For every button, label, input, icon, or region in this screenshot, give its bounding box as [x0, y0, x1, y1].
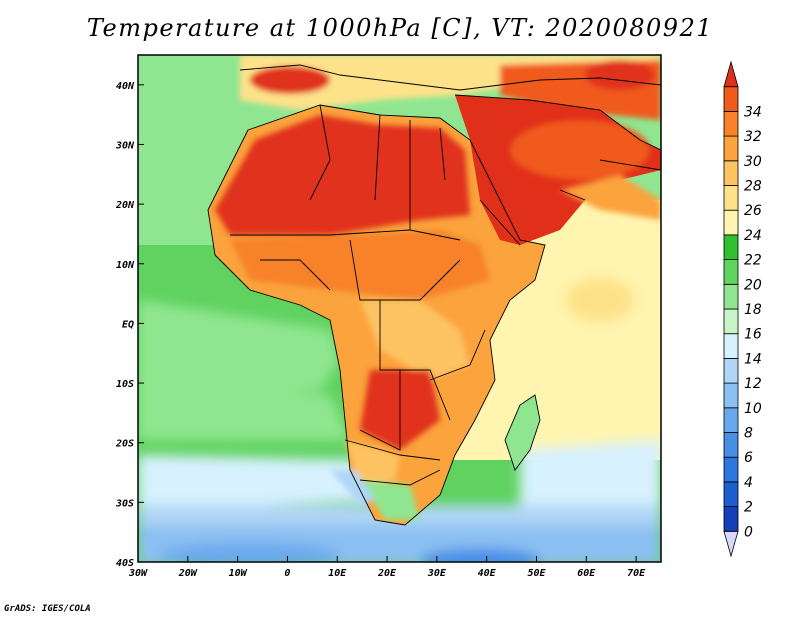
lon-tick-label: 30E [427, 568, 447, 579]
colorbar-segment [723, 209, 739, 236]
colorbar-segment [723, 160, 739, 186]
colorbar-label: 16 [744, 327, 762, 343]
colorbar-label: 26 [744, 203, 762, 219]
grads-credit: GrADS: IGES/COLA [4, 604, 91, 614]
colorbar-segment [723, 135, 739, 162]
lat-tick-label: 40S [116, 558, 134, 569]
colorbar-label: 8 [744, 426, 753, 442]
lon-tick-label: 70E [627, 568, 646, 579]
lon-tick-label: 50E [527, 568, 546, 579]
lon-tick-label: 30W [128, 568, 148, 579]
lat-tick-label: 20N [115, 200, 135, 211]
colorbar-segment [723, 432, 739, 458]
temperature-field [138, 55, 661, 562]
lat-tick-label: 40N [116, 81, 135, 92]
map-title: Temperature at 1000hPa [C], VT: 20200809… [86, 14, 714, 42]
colorbar-segment [723, 185, 739, 211]
colorbar-label: 34 [744, 104, 762, 120]
lon-tick-label: 60E [577, 568, 596, 579]
longitude-axis: 30W 20W 10W 0 10E 20E 30E 40E 50E 60E 70E [128, 556, 646, 579]
lon-tick-label: 10E [328, 568, 347, 579]
lat-tick-label: 10N [116, 260, 135, 271]
colorbar-label: 28 [744, 179, 762, 195]
colorbar-segment [723, 530, 739, 558]
lat-tick-label: 20S [115, 439, 134, 450]
colorbar-label: 22 [744, 253, 762, 269]
colorbar-segment [723, 111, 739, 137]
country-borders [207, 64, 661, 526]
colorbar-label: 0 [744, 524, 753, 540]
colorbar-label: 20 [744, 277, 762, 293]
colorbar-segment [723, 86, 739, 112]
colorbar-segment [723, 308, 739, 335]
colorbar-segment [723, 259, 739, 285]
lon-tick-label: 20W [178, 568, 198, 579]
colorbar-label: 2 [744, 500, 753, 516]
colorbar-segment [723, 357, 739, 384]
latitude-axis: 40N 30N 20N 10N EQ 10S 20S 30S 40S [115, 81, 144, 569]
colorbar-label: 6 [744, 450, 753, 466]
lon-tick-label: 40E [478, 568, 497, 579]
lat-tick-label: 30S [115, 498, 134, 509]
lon-tick-label: 10W [229, 568, 248, 579]
colorbar-label: 32 [744, 129, 762, 145]
colorbar-segment [723, 382, 739, 409]
colorbar-segment [723, 407, 739, 433]
colorbar-segment [723, 283, 739, 310]
lat-tick-label: EQ [122, 319, 134, 330]
plot-frame [137, 54, 662, 563]
colorbar-label: 4 [744, 475, 753, 491]
lon-tick-label: 20E [377, 568, 397, 579]
colorbar-segment [723, 333, 739, 359]
colorbar-label: 14 [744, 351, 762, 367]
colorbar-label: 10 [744, 401, 762, 417]
colorbar-segment [723, 506, 739, 532]
colorbar-segment [723, 234, 739, 260]
colorbar-segment [723, 60, 739, 88]
colorbar-segment [723, 456, 739, 483]
colorbar-label: 30 [744, 154, 762, 170]
lat-tick-label: 30N [115, 140, 135, 151]
lat-tick-label: 10S [116, 379, 134, 390]
colorbar-label: 12 [744, 376, 762, 392]
lon-tick-label: 0 [284, 568, 290, 579]
colorbar-label: 24 [744, 228, 762, 244]
colorbar-label: 18 [744, 302, 762, 318]
colorbar-segment [723, 481, 739, 507]
